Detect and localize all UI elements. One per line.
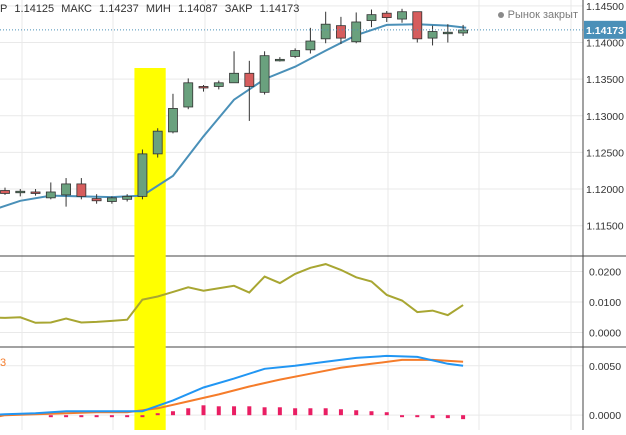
price-tick-label: 1.13500 — [586, 74, 624, 86]
price-tick-label: 1.14500 — [586, 1, 624, 13]
histogram-bar — [400, 415, 405, 418]
ohlc-readout: Р 1.14125 МАКС 1.14237 МИН 1.14087 ЗАКР … — [0, 3, 303, 15]
candle-down — [412, 11, 423, 40]
macd-tick-label: 0.0050 — [589, 361, 621, 373]
candle-up — [61, 183, 71, 196]
histogram-bar — [232, 406, 237, 416]
candle-down — [0, 190, 10, 194]
candle-up — [290, 50, 301, 57]
histogram-bar — [64, 415, 69, 418]
candle-up — [137, 153, 148, 197]
histogram-bar — [308, 408, 313, 416]
macd-line — [0, 354, 464, 416]
histogram-bar — [155, 413, 160, 416]
histogram-bar — [94, 415, 99, 418]
ohlc-close-value: 1.14173 — [259, 3, 300, 15]
candle-up — [427, 31, 438, 39]
histogram-bar — [445, 415, 450, 419]
candle-up — [351, 21, 362, 43]
candle-down — [91, 198, 102, 202]
candle-up — [45, 191, 56, 199]
histogram-bar — [369, 411, 374, 416]
candle-down — [76, 183, 87, 197]
oscillator-tick-label: 0.0000 — [589, 328, 621, 340]
candle-up — [183, 82, 194, 108]
candle-up — [213, 82, 224, 87]
moving-average-line — [0, 23, 467, 209]
ohlc-close-label: ЗАКР — [224, 3, 253, 15]
candle-up — [15, 190, 26, 194]
candle-up — [152, 130, 163, 155]
histogram-bar — [216, 406, 221, 416]
candle-up — [458, 29, 469, 34]
histogram-bar — [415, 415, 420, 418]
histogram-bar — [293, 408, 298, 416]
histogram-bar — [461, 415, 466, 420]
candle-up — [366, 14, 377, 21]
oscillator-line — [0, 263, 464, 324]
market-status-label: Рынок закрыт — [507, 9, 578, 21]
histogram-bar — [323, 408, 328, 416]
candle-up — [106, 197, 117, 202]
macd-tick-label: 0.0000 — [589, 410, 621, 422]
ohlc-high-value: 1.14237 — [99, 3, 139, 15]
histogram-bar — [262, 407, 267, 416]
histogram-bar — [186, 408, 191, 416]
candle-down — [381, 12, 392, 18]
histogram-bar — [109, 415, 114, 418]
signal-line — [0, 358, 464, 418]
current-price-label: 1.14173 — [586, 25, 624, 37]
histogram-bar — [170, 411, 175, 416]
ohlc-open-value: 1.14125 — [14, 3, 55, 15]
status-dot-icon — [497, 12, 504, 18]
candle-down — [244, 72, 255, 87]
candle-up — [229, 72, 239, 84]
price-tick-label: 1.12500 — [586, 147, 624, 159]
candle-up — [168, 108, 178, 133]
histogram-bar — [79, 415, 84, 418]
candle-down — [30, 191, 41, 194]
histogram-bar — [430, 415, 435, 419]
highlight-band — [134, 68, 166, 430]
histogram-bar — [247, 406, 252, 416]
candle-up — [274, 58, 285, 62]
histogram-bar — [201, 405, 206, 416]
price-tick-label: 1.13000 — [586, 111, 624, 123]
candle-down — [198, 86, 209, 89]
candle-up — [397, 11, 407, 20]
candle-down — [336, 25, 346, 39]
histogram-bar — [125, 415, 130, 418]
ohlc-high-label: МАКС — [61, 3, 92, 15]
indicator-legend-prefix: 3 — [0, 357, 6, 369]
histogram-bar — [140, 415, 145, 418]
candle-up — [122, 195, 133, 200]
oscillator-tick-label: 0.0200 — [589, 266, 621, 278]
current-price-label-bg — [584, 20, 626, 39]
market-status: Рынок закрыт — [497, 9, 578, 21]
histogram-bar — [354, 410, 359, 416]
price-tick-label: 1.12000 — [586, 184, 624, 196]
price-tick-label: 1.14000 — [586, 38, 624, 50]
oscillator-tick-label: 0.0100 — [589, 297, 621, 309]
ohlc-low-value: 1.14087 — [177, 3, 218, 15]
candle-up — [259, 55, 270, 93]
candle-up — [305, 40, 316, 51]
histogram-bar — [338, 409, 343, 416]
price-tick-label: 1.11500 — [586, 221, 623, 233]
histogram-bar — [277, 407, 282, 416]
ohlc-label-partial: Р — [0, 3, 8, 15]
candle-up — [320, 23, 331, 40]
histogram-bar — [48, 415, 53, 418]
candle-up — [442, 31, 453, 35]
histogram-bar — [384, 412, 389, 416]
ohlc-low-label: МИН — [145, 3, 171, 15]
